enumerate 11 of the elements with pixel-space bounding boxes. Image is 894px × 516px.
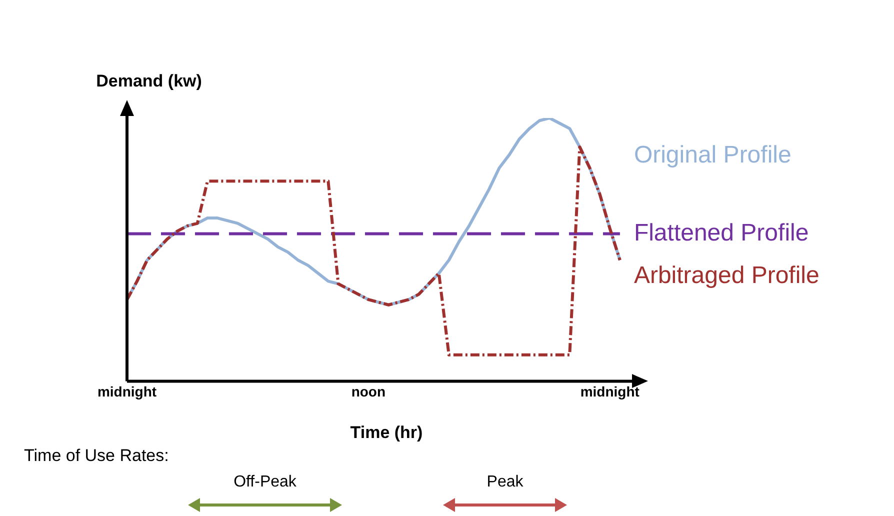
series-label: Flattened Profile: [634, 219, 809, 246]
x-tick-label: midnight: [580, 383, 640, 400]
series-label: Original Profile: [634, 142, 792, 169]
text: Peak: [486, 474, 524, 491]
x-tick-label: noon: [351, 383, 386, 400]
y-axis-title: Demand (kw): [96, 72, 202, 91]
series-label: Arbitraged Profile: [634, 262, 820, 289]
x-tick-label: midnight: [97, 383, 157, 400]
text: Time of Use Rates:: [24, 446, 169, 465]
text: Off-Peak: [234, 474, 298, 491]
x-axis-title: Time (hr): [350, 422, 423, 442]
